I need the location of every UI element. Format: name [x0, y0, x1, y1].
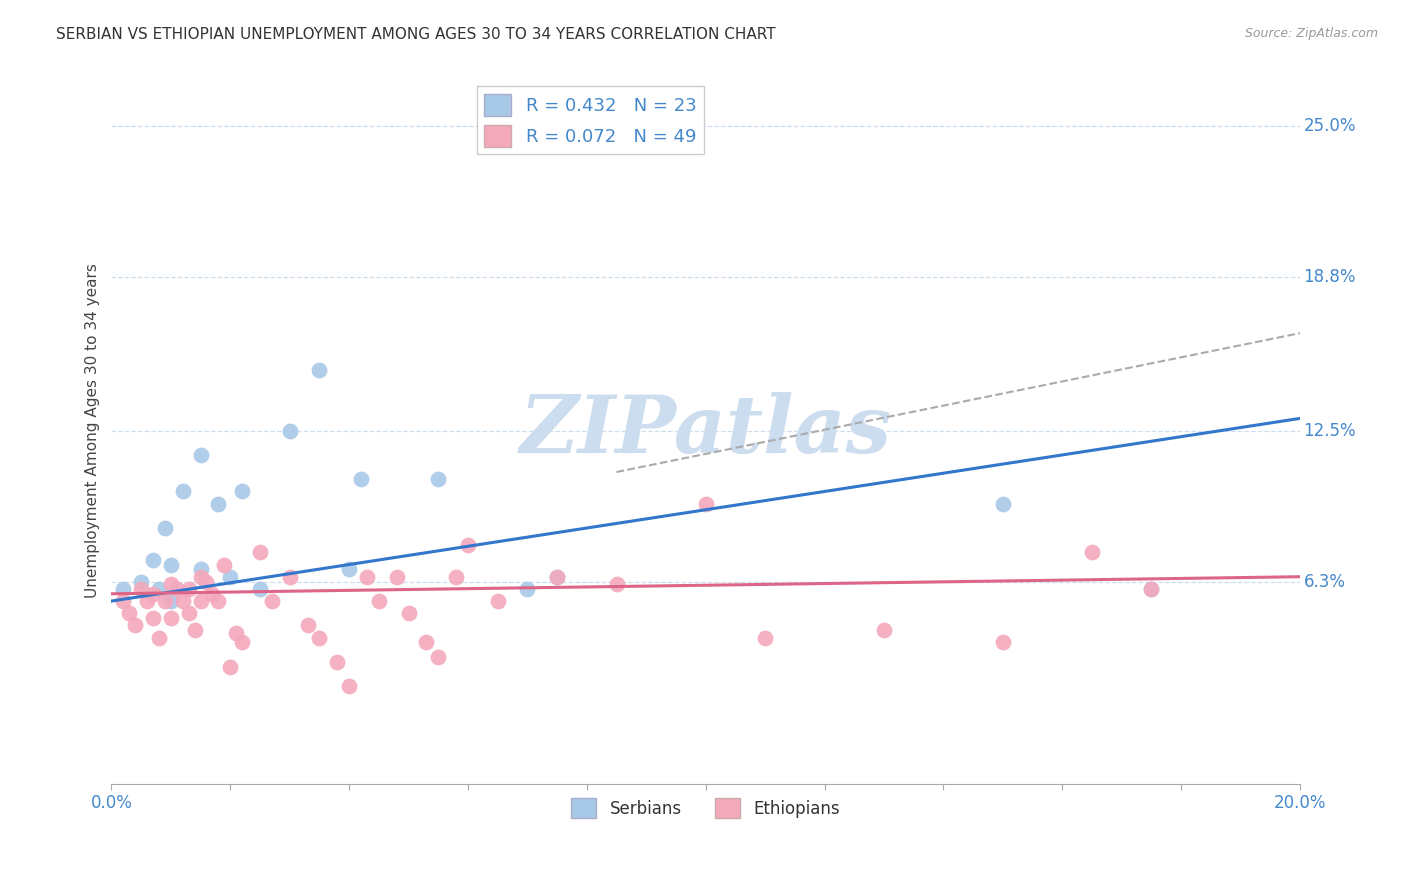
Point: [153, 594, 176, 608]
Point: [546, 570, 568, 584]
Point: [142, 587, 165, 601]
Point: [367, 594, 389, 608]
Point: [129, 582, 152, 596]
Point: [177, 582, 200, 596]
Point: [190, 594, 212, 608]
Point: [427, 650, 450, 665]
Point: [385, 570, 408, 584]
Point: [160, 558, 183, 572]
Point: [195, 574, 218, 589]
Point: [486, 594, 509, 608]
Text: 25.0%: 25.0%: [1303, 117, 1355, 136]
Point: [457, 538, 479, 552]
Text: ZIPatlas: ZIPatlas: [520, 392, 891, 469]
Point: [190, 448, 212, 462]
Point: [308, 631, 330, 645]
Point: [260, 594, 283, 608]
Point: [873, 624, 896, 638]
Point: [308, 362, 330, 376]
Point: [148, 582, 170, 596]
Text: 12.5%: 12.5%: [1303, 422, 1357, 440]
Point: [444, 570, 467, 584]
Point: [606, 577, 628, 591]
Point: [190, 570, 212, 584]
Point: [326, 655, 349, 669]
Point: [231, 484, 253, 499]
Point: [356, 570, 378, 584]
Point: [427, 472, 450, 486]
Text: 6.3%: 6.3%: [1303, 573, 1346, 591]
Point: [991, 635, 1014, 649]
Point: [112, 582, 135, 596]
Point: [225, 625, 247, 640]
Point: [183, 624, 205, 638]
Point: [278, 570, 301, 584]
Point: [172, 594, 194, 608]
Point: [1140, 582, 1163, 596]
Y-axis label: Unemployment Among Ages 30 to 34 years: Unemployment Among Ages 30 to 34 years: [86, 263, 100, 598]
Point: [142, 611, 165, 625]
Point: [124, 618, 146, 632]
Point: [160, 594, 183, 608]
Point: [350, 472, 373, 486]
Point: [207, 594, 229, 608]
Point: [112, 594, 135, 608]
Point: [148, 631, 170, 645]
Point: [297, 618, 319, 632]
Point: [278, 424, 301, 438]
Point: [249, 582, 271, 596]
Point: [219, 570, 242, 584]
Point: [546, 570, 568, 584]
Point: [516, 582, 538, 596]
Text: 18.8%: 18.8%: [1303, 268, 1355, 286]
Point: [337, 679, 360, 693]
Point: [249, 545, 271, 559]
Point: [337, 562, 360, 576]
Point: [136, 594, 159, 608]
Point: [172, 484, 194, 499]
Point: [415, 635, 437, 649]
Text: Source: ZipAtlas.com: Source: ZipAtlas.com: [1244, 27, 1378, 40]
Point: [219, 660, 242, 674]
Point: [118, 606, 141, 620]
Point: [214, 558, 236, 572]
Point: [160, 577, 183, 591]
Point: [207, 497, 229, 511]
Point: [991, 497, 1014, 511]
Point: [190, 562, 212, 576]
Text: SERBIAN VS ETHIOPIAN UNEMPLOYMENT AMONG AGES 30 TO 34 YEARS CORRELATION CHART: SERBIAN VS ETHIOPIAN UNEMPLOYMENT AMONG …: [56, 27, 776, 42]
Point: [129, 574, 152, 589]
Point: [166, 582, 188, 596]
Point: [160, 611, 183, 625]
Point: [398, 606, 420, 620]
Point: [177, 606, 200, 620]
Point: [695, 497, 717, 511]
Point: [231, 635, 253, 649]
Point: [754, 631, 776, 645]
Point: [1081, 545, 1104, 559]
Point: [153, 521, 176, 535]
Legend: Serbians, Ethiopians: Serbians, Ethiopians: [565, 791, 846, 825]
Point: [142, 552, 165, 566]
Point: [201, 587, 224, 601]
Point: [1140, 582, 1163, 596]
